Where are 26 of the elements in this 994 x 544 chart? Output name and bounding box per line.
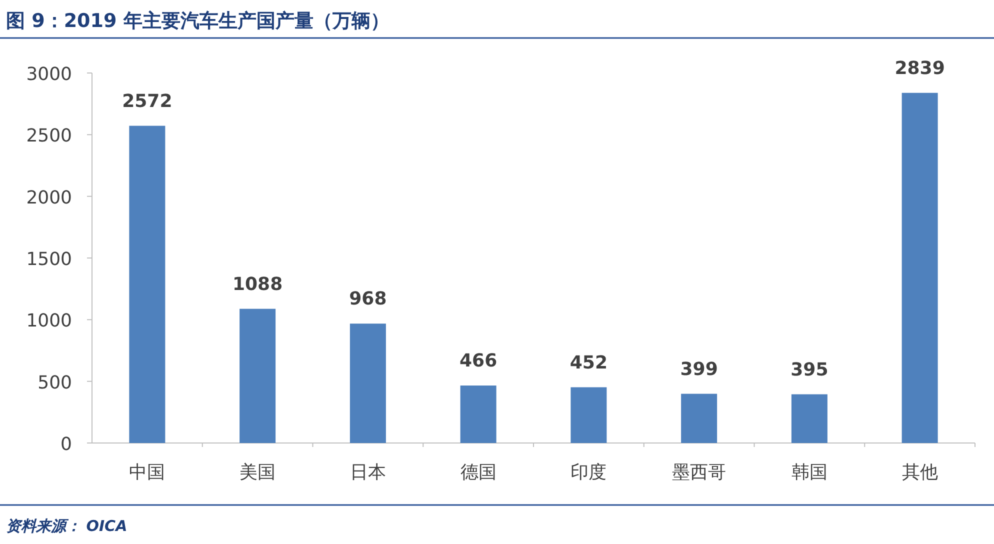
title: 图 9：2019 年主要汽车生产国产量（万辆） — [6, 10, 390, 32]
data-label: 395 — [790, 359, 828, 380]
x-tick-label: 墨西哥 — [672, 462, 726, 483]
data-label: 2839 — [894, 58, 945, 79]
x-tick-label: 日本 — [350, 462, 386, 483]
y-tick-label: 2000 — [26, 187, 72, 208]
y-tick-label: 500 — [38, 372, 72, 394]
plot: 0 500 1000 1500 2000 2500 3000 2572 1088 968 466 452 399 395 2839 中国 美国 日本 德国 印度 墨西哥 韩国 其他 — [26, 58, 976, 483]
data-label: 466 — [460, 350, 498, 372]
x-tick-label: 中国 — [129, 462, 166, 483]
y-tick-label: 1000 — [26, 310, 72, 332]
x-tick-label: 韩国 — [791, 462, 828, 483]
y-tick-label: 2500 — [26, 126, 72, 147]
data-label: 399 — [680, 358, 718, 380]
data-label: 1088 — [232, 274, 283, 295]
x-tick-label: 印度 — [570, 462, 607, 483]
data-label: 2572 — [122, 90, 172, 112]
y-tick-label: 0 — [60, 434, 72, 455]
text: 资料来源： OICA — [6, 517, 128, 535]
y-tick-label: 3000 — [26, 64, 72, 85]
data-label: 968 — [349, 288, 387, 310]
x-tick-label: 德国 — [460, 462, 496, 483]
x-tick-label: 美国 — [240, 462, 276, 483]
x-tick-label: 其他 — [902, 462, 938, 483]
data-label: 452 — [570, 352, 608, 374]
y-tick-label: 1500 — [26, 249, 72, 270]
